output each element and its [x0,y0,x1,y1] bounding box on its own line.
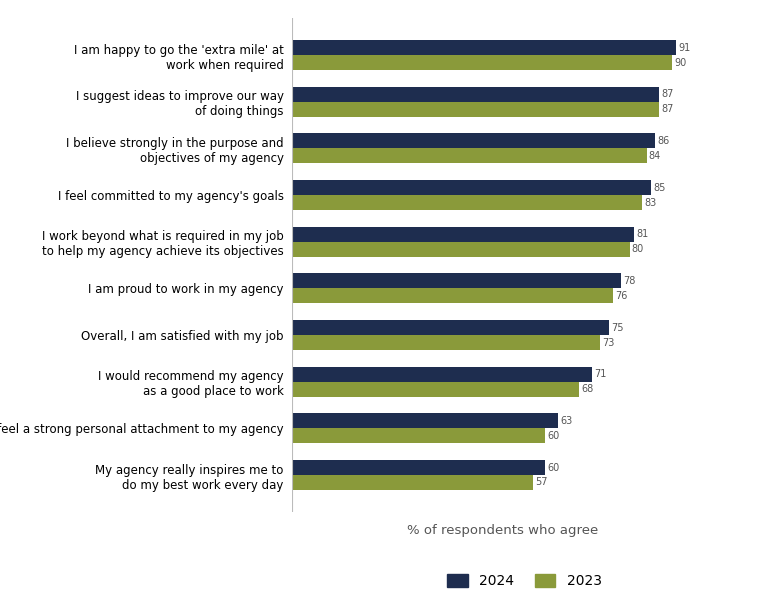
Text: 57: 57 [535,478,548,488]
Bar [292,227,634,241]
Text: 76: 76 [615,291,627,301]
Bar [292,241,630,257]
Text: 78: 78 [624,276,636,286]
Text: 83: 83 [644,197,657,207]
Bar [292,289,613,303]
Bar [292,40,677,55]
Text: 75: 75 [611,323,624,333]
Bar [292,428,545,444]
Bar [292,180,651,195]
X-axis label: % of respondents who agree: % of respondents who agree [407,524,599,537]
Text: 87: 87 [661,104,674,114]
Bar [292,367,591,382]
Text: 90: 90 [674,58,687,68]
Text: 68: 68 [581,384,594,394]
Text: 80: 80 [632,244,644,254]
Text: 63: 63 [560,416,572,426]
Text: 71: 71 [594,369,606,379]
Bar [292,460,545,475]
Text: 87: 87 [661,90,674,100]
Bar [292,475,533,490]
Bar [292,148,647,163]
Text: 86: 86 [657,136,670,146]
Bar [292,195,642,210]
Bar [292,102,659,117]
Text: 84: 84 [649,151,661,161]
Text: 73: 73 [602,337,614,348]
Bar [292,273,621,289]
Text: 81: 81 [636,229,648,239]
Legend: 2024, 2023: 2024, 2023 [442,569,607,589]
Bar [292,87,659,102]
Bar [292,335,601,350]
Text: 60: 60 [548,431,560,441]
Text: 60: 60 [548,462,560,472]
Bar [292,413,558,428]
Bar [292,134,655,148]
Text: 91: 91 [678,42,690,52]
Bar [292,320,609,335]
Text: 85: 85 [653,183,665,193]
Bar [292,382,579,396]
Bar [292,55,672,70]
